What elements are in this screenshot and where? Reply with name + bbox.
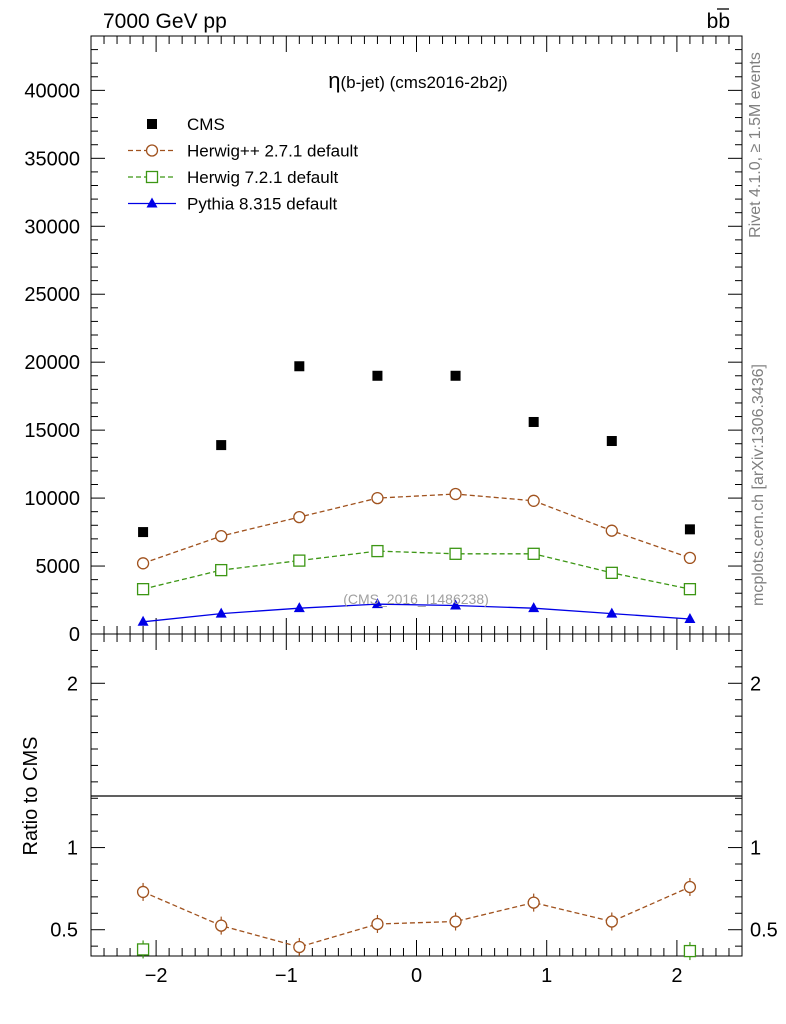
ratio-frame	[90, 633, 743, 957]
title-eta: η	[328, 68, 340, 93]
pythia-point	[606, 607, 618, 618]
herwigpp-ratio-point	[215, 919, 228, 932]
y-tick-label: 20000	[24, 352, 80, 374]
ratio-y-tick-label-right: 2	[750, 673, 761, 695]
herwigpp-point	[527, 494, 540, 507]
ratio-y-tick-label-right: 0.5	[750, 920, 778, 942]
process-label: bb	[707, 10, 730, 33]
legend-label-pythia: Pythia 8.315 default	[187, 195, 338, 214]
main-series-points	[136, 361, 697, 626]
herwig7-point	[605, 566, 618, 579]
legend-label-herwig7: Herwig 7.2.1 default	[187, 168, 338, 187]
ratio-series-points	[136, 878, 697, 961]
herwig7-point	[371, 544, 384, 558]
herwig7-point	[683, 583, 697, 596]
energy-label: 7000 GeV pp	[103, 10, 227, 33]
x-tick-label: −2	[145, 965, 168, 987]
pythia-point	[684, 613, 696, 624]
ratio-series-lines	[142, 886, 691, 948]
herwigpp-point	[293, 510, 306, 524]
herwig7-point	[215, 563, 228, 577]
analysis-watermark: (CMS_2016_I1486238)	[343, 591, 489, 607]
herwigpp-point	[136, 557, 150, 570]
pythia-point	[137, 615, 149, 626]
cms-point	[684, 524, 695, 535]
pythia-point	[215, 607, 227, 618]
herwigpp-point	[683, 551, 697, 565]
y-tick-label: 15000	[24, 420, 80, 442]
pythia-point	[293, 602, 305, 613]
x-tick-label: −1	[275, 965, 298, 987]
cms-point	[528, 416, 539, 427]
legend-marker-pythia	[146, 197, 158, 208]
x-tick-label: 1	[541, 965, 552, 987]
herwigpp-ratio-point	[605, 915, 618, 928]
main-series-lines	[142, 493, 691, 623]
herwigpp-line	[142, 493, 691, 564]
y-tick-label: 25000	[24, 284, 80, 306]
x-tick-label: 0	[411, 965, 422, 987]
herwigpp-ratio-point	[527, 896, 540, 909]
herwig7-line	[142, 550, 691, 590]
cms-point	[294, 361, 305, 372]
cms-point	[372, 370, 383, 381]
herwig7-ratio-point	[136, 943, 150, 956]
ratio-y-tick-label-left: 0.5	[50, 920, 78, 942]
y-tick-label: 0	[69, 624, 80, 646]
pythia-line	[143, 603, 690, 623]
pythia-point	[528, 602, 540, 613]
pythia-point	[450, 599, 462, 610]
mcplots-label: mcplots.cern.ch [arXiv:1306.3436]	[750, 364, 767, 606]
herwigpp-point	[605, 524, 618, 537]
cms-point	[450, 370, 461, 381]
rivet-label: Rivet 4.1.0, ≥ 1.5M events	[747, 52, 764, 238]
herwigpp-ratio-point	[683, 880, 697, 894]
ratio-y-tick-label-left: 2	[67, 673, 78, 695]
legend: CMS Herwig++ 2.7.1 default Herwig 7.2.1 de…	[128, 115, 358, 214]
y-tick-label: 35000	[24, 148, 80, 170]
herwig7-point	[293, 554, 306, 567]
title-text: (b-jet) (cms2016-2b2j)	[341, 73, 508, 92]
cms-point	[138, 527, 149, 538]
ratio-y-tick-label-left: 1	[67, 838, 78, 860]
herwig7-point	[136, 583, 150, 596]
cms-point	[606, 436, 617, 447]
herwigpp-point	[449, 487, 462, 501]
y-tick-label: 10000	[24, 488, 80, 510]
y-tick-label: 30000	[24, 216, 80, 238]
ratio-ylabel: Ratio to CMS	[20, 737, 42, 856]
legend-label-herwigpp: Herwig++ 2.7.1 default	[187, 142, 358, 161]
legend-marker-herwigpp	[145, 144, 159, 157]
herwigpp-ratio-point	[449, 915, 462, 928]
herwigpp-ratio-line	[142, 886, 691, 948]
plot-title: η(b-jet) (cms2016-2b2j)	[328, 68, 507, 93]
legend-marker-herwig7	[145, 170, 159, 184]
cms-point	[216, 440, 227, 451]
herwigpp-point	[215, 529, 228, 543]
herwig7-point	[449, 547, 462, 560]
herwigpp-point	[371, 491, 384, 505]
herwigpp-ratio-point	[371, 917, 384, 931]
pythia-point	[371, 598, 383, 609]
ratio-axis-ticks: 0.5 0.5 1 1 2 2	[50, 649, 778, 947]
herwigpp-ratio-point	[136, 885, 150, 899]
legend-label-cms: CMS	[187, 115, 225, 134]
y-tick-label: 40000	[24, 80, 80, 102]
herwigpp-ratio-point	[293, 940, 306, 954]
x-tick-label: 2	[671, 965, 682, 987]
ratio-panel: 0.5 0.5 1 1 2 2 Ratio to CMS	[20, 633, 778, 961]
ratio-y-tick-label-right: 1	[750, 838, 761, 860]
y-tick-label: 5000	[36, 556, 81, 578]
herwig7-point	[527, 547, 540, 560]
legend-marker-cms	[147, 119, 157, 129]
x-tick-labels: −2 −1 0 1 2	[145, 965, 683, 987]
herwig7-ratio-point	[683, 944, 697, 958]
main-axis-ticks: 0 5000 10000 15000 20000 25000 30000 35000 40000	[24, 35, 743, 956]
main-panel: 0 5000 10000 15000 20000 25000 30000 35000 40000…	[24, 35, 743, 956]
